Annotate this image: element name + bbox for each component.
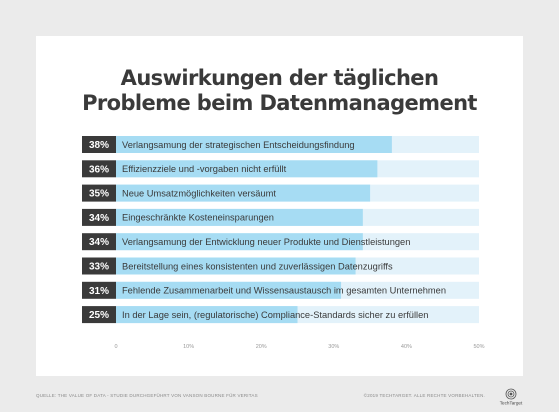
value-label-box <box>82 136 116 153</box>
value-label: 25% <box>89 310 109 321</box>
chart-title-line2: Probleme beim Datenmanagement <box>82 91 477 115</box>
logo-text: TechTarget <box>500 401 523 406</box>
value-label: 31% <box>89 286 109 297</box>
category-label: Verlangsamung der strategischen Entschei… <box>122 140 355 150</box>
category-label: Neue Umsatzmöglichkeiten versäumt <box>122 188 276 198</box>
footer-source: Quelle: The Value of Data - Studie durch… <box>36 393 258 398</box>
techtarget-logo: TechTarget <box>500 388 523 406</box>
x-tick-label: 40% <box>401 344 412 350</box>
bar <box>116 208 363 226</box>
footer-copyright: ©2019 TechTarget. Alle Rechte vorbehalte… <box>363 393 485 398</box>
value-label: 36% <box>89 164 109 175</box>
category-label: Eingeschränkte Kosteneinsparungen <box>122 213 274 223</box>
value-label: 34% <box>89 237 109 248</box>
bar <box>116 257 356 275</box>
value-label-box <box>82 233 116 251</box>
value-label-box <box>82 306 116 324</box>
x-tick-label: 30% <box>328 344 339 350</box>
category-label: Fehlende Zusammenarbeit und Wissensausta… <box>122 286 446 296</box>
x-tick-label: 20% <box>256 344 267 350</box>
x-tick-label: 0 <box>114 344 117 350</box>
value-label: 33% <box>89 262 109 273</box>
value-label-box <box>82 281 116 299</box>
category-label: In der Lage sein, (regulatorische) Compl… <box>122 310 428 320</box>
value-label-box <box>82 184 116 202</box>
value-label: 34% <box>89 213 109 224</box>
value-label-box <box>82 160 116 178</box>
value-label: 38% <box>89 140 109 151</box>
x-tick-label: 50% <box>473 344 484 350</box>
chart-card: Auswirkungen der täglichen Probleme beim… <box>36 36 523 376</box>
bar <box>116 281 342 299</box>
value-label-box <box>82 208 116 226</box>
value-label-box <box>82 257 116 275</box>
chart-title-line1: Auswirkungen der täglichen <box>120 66 439 90</box>
category-label: Verlangsamung der Entwicklung neuer Prod… <box>122 237 410 247</box>
x-tick-label: 10% <box>183 344 194 350</box>
bar <box>116 184 371 202</box>
bar <box>116 160 378 178</box>
category-label: Effizienzziele und -vorgaben nicht erfül… <box>122 164 287 174</box>
value-label: 35% <box>89 189 109 200</box>
bar-chart: 38% Verlangsamung der strategischen Entsc… <box>82 136 485 350</box>
bar <box>116 136 392 153</box>
bar <box>116 306 298 324</box>
bar <box>116 233 363 251</box>
category-label: Bereitstellung eines konsistenten und zu… <box>122 261 393 271</box>
